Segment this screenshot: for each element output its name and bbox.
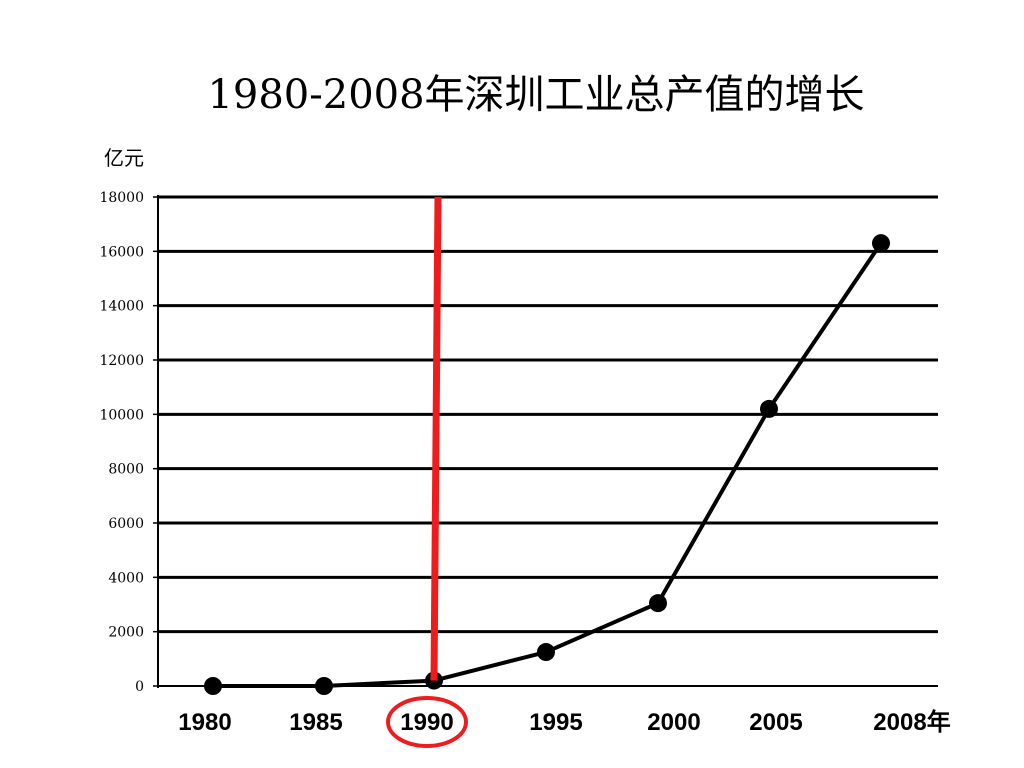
data-point [204,677,222,695]
data-point [537,643,555,662]
chart-title: 1980-2008年深圳工业总产值的增长 [207,72,865,118]
data-point [872,234,890,253]
x-tick-label: 1995 [529,709,582,736]
x-tick-label: 1990 [400,709,453,736]
data-point [649,594,667,613]
data-point [760,399,778,418]
x-tick-labels: 1980 1985 1990 1995 2000 2005 2008年 [178,708,950,736]
annotations [386,196,468,748]
x-tick-label: 1980 [178,709,231,736]
y-tick-label: 12000 [99,353,144,369]
x-tick-label: 1985 [289,709,342,736]
y-tick-label: 18000 [99,190,144,206]
grid-lines [158,195,938,634]
highlight-circle [386,696,468,748]
data-series [204,234,890,695]
x-tick-label: 2005 [749,709,802,736]
y-tick-label: 16000 [99,244,144,260]
y-tick-label: 6000 [108,516,144,532]
y-tick-label: 4000 [108,570,144,586]
y-axis-unit-label: 亿元 [104,146,144,170]
series-line [213,242,883,688]
axes [153,195,938,688]
y-tick-label: 14000 [99,299,144,315]
x-tick-label: 2008年 [873,708,950,736]
x-tick-label: 2000 [647,709,700,736]
data-point [315,677,333,695]
y-tick-label: 10000 [99,407,144,423]
highlight-vertical-line [430,196,442,681]
y-tick-label: 2000 [108,625,144,641]
y-tick-labels: 0 2000 4000 6000 8000 10000 12000 14000 16000 180… [99,190,144,695]
y-tick-label: 8000 [108,462,144,478]
y-tick-label: 0 [135,679,144,695]
